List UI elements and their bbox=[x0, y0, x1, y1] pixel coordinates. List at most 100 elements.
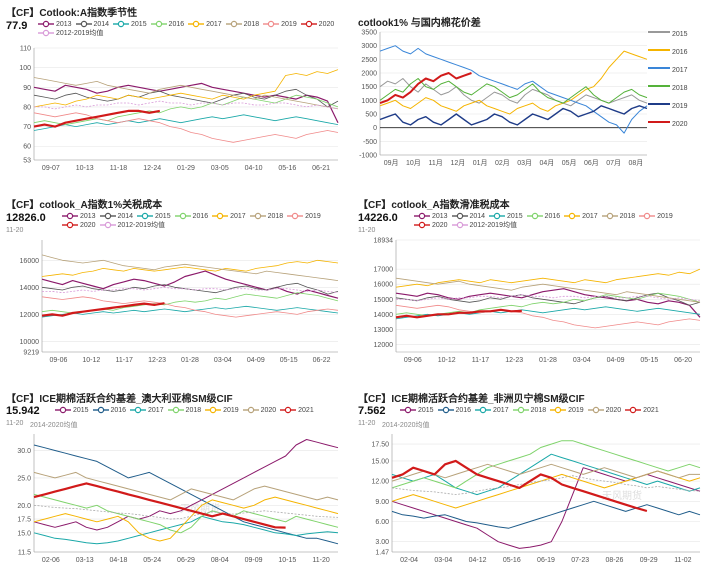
x-tick-label: 01-28 bbox=[181, 357, 199, 364]
latest-value: 77.9 bbox=[6, 20, 28, 32]
legend-label: 2017 bbox=[493, 406, 509, 414]
series-line bbox=[379, 105, 648, 126]
legend-label: 2015 bbox=[72, 406, 89, 414]
series-line bbox=[33, 496, 339, 542]
chart-panel-cotlook-spread: cotlook1% 与国内棉花价差 2015 2016 2017 2018 20… bbox=[352, 0, 707, 180]
legend-item: 2018 bbox=[225, 20, 259, 28]
legend-item: 2015 bbox=[113, 20, 147, 28]
series-line bbox=[41, 296, 339, 318]
x-tick-label: 04月 bbox=[539, 159, 554, 167]
legend-marker-icon bbox=[242, 406, 259, 414]
legend-label: 2012-2019均值 bbox=[469, 222, 517, 229]
latest-date: 11-20 bbox=[6, 227, 24, 234]
x-tick-label: 05-16 bbox=[503, 557, 521, 564]
legend-item: 2016 bbox=[92, 406, 126, 414]
legend-label: 2019 bbox=[657, 212, 673, 220]
y-tick-label: 16000 bbox=[20, 258, 40, 265]
x-tick-label: 06月 bbox=[584, 159, 599, 167]
legend-marker-icon bbox=[280, 406, 297, 414]
legend-item: 2017 bbox=[648, 62, 688, 80]
chart-title: 【CF】cotlook_A指数1%关税成本 bbox=[6, 200, 163, 211]
x-tick-label: 01-29 bbox=[177, 165, 195, 172]
y-tick-label: 25.0 bbox=[17, 475, 31, 482]
legend-marker-icon bbox=[38, 29, 54, 37]
x-tick-label: 03-05 bbox=[211, 165, 229, 172]
legend-marker-icon bbox=[414, 212, 430, 220]
series-line bbox=[41, 259, 339, 277]
series-line bbox=[41, 305, 339, 318]
legend-label: 2015 bbox=[671, 31, 688, 38]
chart-title: 【CF】ICE期棉活跃合约基差_非洲贝宁棉SM级CIF bbox=[358, 394, 585, 405]
series-line bbox=[391, 500, 701, 529]
legend-marker-icon bbox=[475, 406, 492, 414]
legend-item: 2013 bbox=[62, 212, 96, 220]
legend-label: 2020 bbox=[671, 121, 688, 128]
legend-item: 2016 bbox=[150, 20, 184, 28]
x-tick-label: 07-23 bbox=[571, 557, 589, 564]
x-tick-label: 05-15 bbox=[280, 357, 298, 364]
chart-plot: 3500 3000 2500 2000 1500 1000 500 0 -500 -1000 09月… bbox=[359, 30, 648, 167]
latest-date: 11-20 bbox=[358, 420, 376, 427]
legend-item: 2012-2019均值 bbox=[38, 28, 103, 38]
legend-marker-icon bbox=[55, 406, 71, 414]
legend-label: 2015 bbox=[155, 212, 171, 220]
y-tick-label: 15.0 bbox=[17, 530, 31, 537]
x-tick-label: 11-18 bbox=[110, 165, 127, 172]
legend-item: 2019 bbox=[639, 212, 673, 220]
x-tick-label: 05月 bbox=[562, 159, 577, 167]
legend-line-icon bbox=[648, 31, 670, 33]
y-tick-label: 17.50 bbox=[371, 442, 389, 449]
x-tick-label: 11-17 bbox=[116, 357, 133, 364]
y-tick-label: 13000 bbox=[374, 327, 394, 334]
legend-line-icon bbox=[648, 85, 670, 87]
x-tick-label: 06-19 bbox=[537, 557, 555, 564]
y-tick-label: 2500 bbox=[361, 57, 377, 64]
series-line bbox=[395, 288, 701, 318]
legend-label: 2018 bbox=[619, 212, 636, 220]
legend-marker-icon bbox=[601, 212, 618, 220]
y-tick-label: -500 bbox=[363, 139, 377, 146]
legend-item: 2014 bbox=[99, 212, 133, 220]
legend-item: 2020 bbox=[242, 406, 276, 414]
x-tick-label: 08-04 bbox=[211, 557, 229, 564]
y-tick-label: 12000 bbox=[374, 342, 394, 349]
legend-item: 2018 bbox=[167, 406, 201, 414]
chart-legend: 2015 2016 2017 2018 2019 2020 2021 bbox=[55, 406, 345, 414]
x-tick-label: 06-21 bbox=[312, 165, 330, 172]
legend-marker-icon bbox=[38, 20, 54, 28]
series-line bbox=[395, 308, 522, 319]
legend-line-icon bbox=[648, 121, 670, 123]
series-line bbox=[33, 112, 339, 143]
x-tick-label: 03-04 bbox=[214, 357, 232, 364]
legend-marker-icon bbox=[188, 20, 205, 28]
series-line bbox=[33, 471, 339, 501]
series-line bbox=[391, 440, 701, 489]
legend-item: 2017 bbox=[188, 20, 222, 28]
legend-marker-icon bbox=[167, 406, 184, 414]
legend-item: 2021 bbox=[625, 406, 659, 414]
y-tick-label: 70 bbox=[23, 124, 31, 131]
legend-item: 2019 bbox=[205, 406, 239, 414]
y-tick-label: 16000 bbox=[374, 282, 394, 289]
series-line bbox=[33, 114, 339, 131]
series-line bbox=[33, 439, 339, 531]
series-line bbox=[379, 78, 648, 104]
legend-label: 2018 bbox=[671, 85, 688, 92]
y-tick-label: 20.0 bbox=[17, 503, 31, 510]
x-tick-label: 08-26 bbox=[605, 557, 623, 564]
y-tick-label: 3.00 bbox=[375, 539, 389, 546]
x-tick-label: 12-24 bbox=[143, 165, 161, 172]
series-line bbox=[33, 504, 339, 520]
x-tick-label: 09-09 bbox=[245, 557, 263, 564]
y-tick-label: 17.5 bbox=[17, 517, 31, 524]
legend-marker-icon bbox=[92, 406, 109, 414]
legend-label: 2016 bbox=[671, 49, 688, 56]
legend-line-icon bbox=[648, 49, 670, 51]
x-tick-label: 11-17 bbox=[472, 357, 489, 364]
legend-item: 2015 bbox=[400, 406, 434, 414]
y-tick-label: 9219 bbox=[23, 350, 39, 357]
legend-label: 2020 bbox=[318, 20, 335, 28]
y-tick-label: 110 bbox=[20, 46, 31, 53]
legend-label: 2017 bbox=[206, 20, 222, 28]
chart-panel-cotlook-1pct-tariff: 【CF】cotlook_A指数1%关税成本 12826.0 11-20 2013… bbox=[0, 192, 345, 377]
